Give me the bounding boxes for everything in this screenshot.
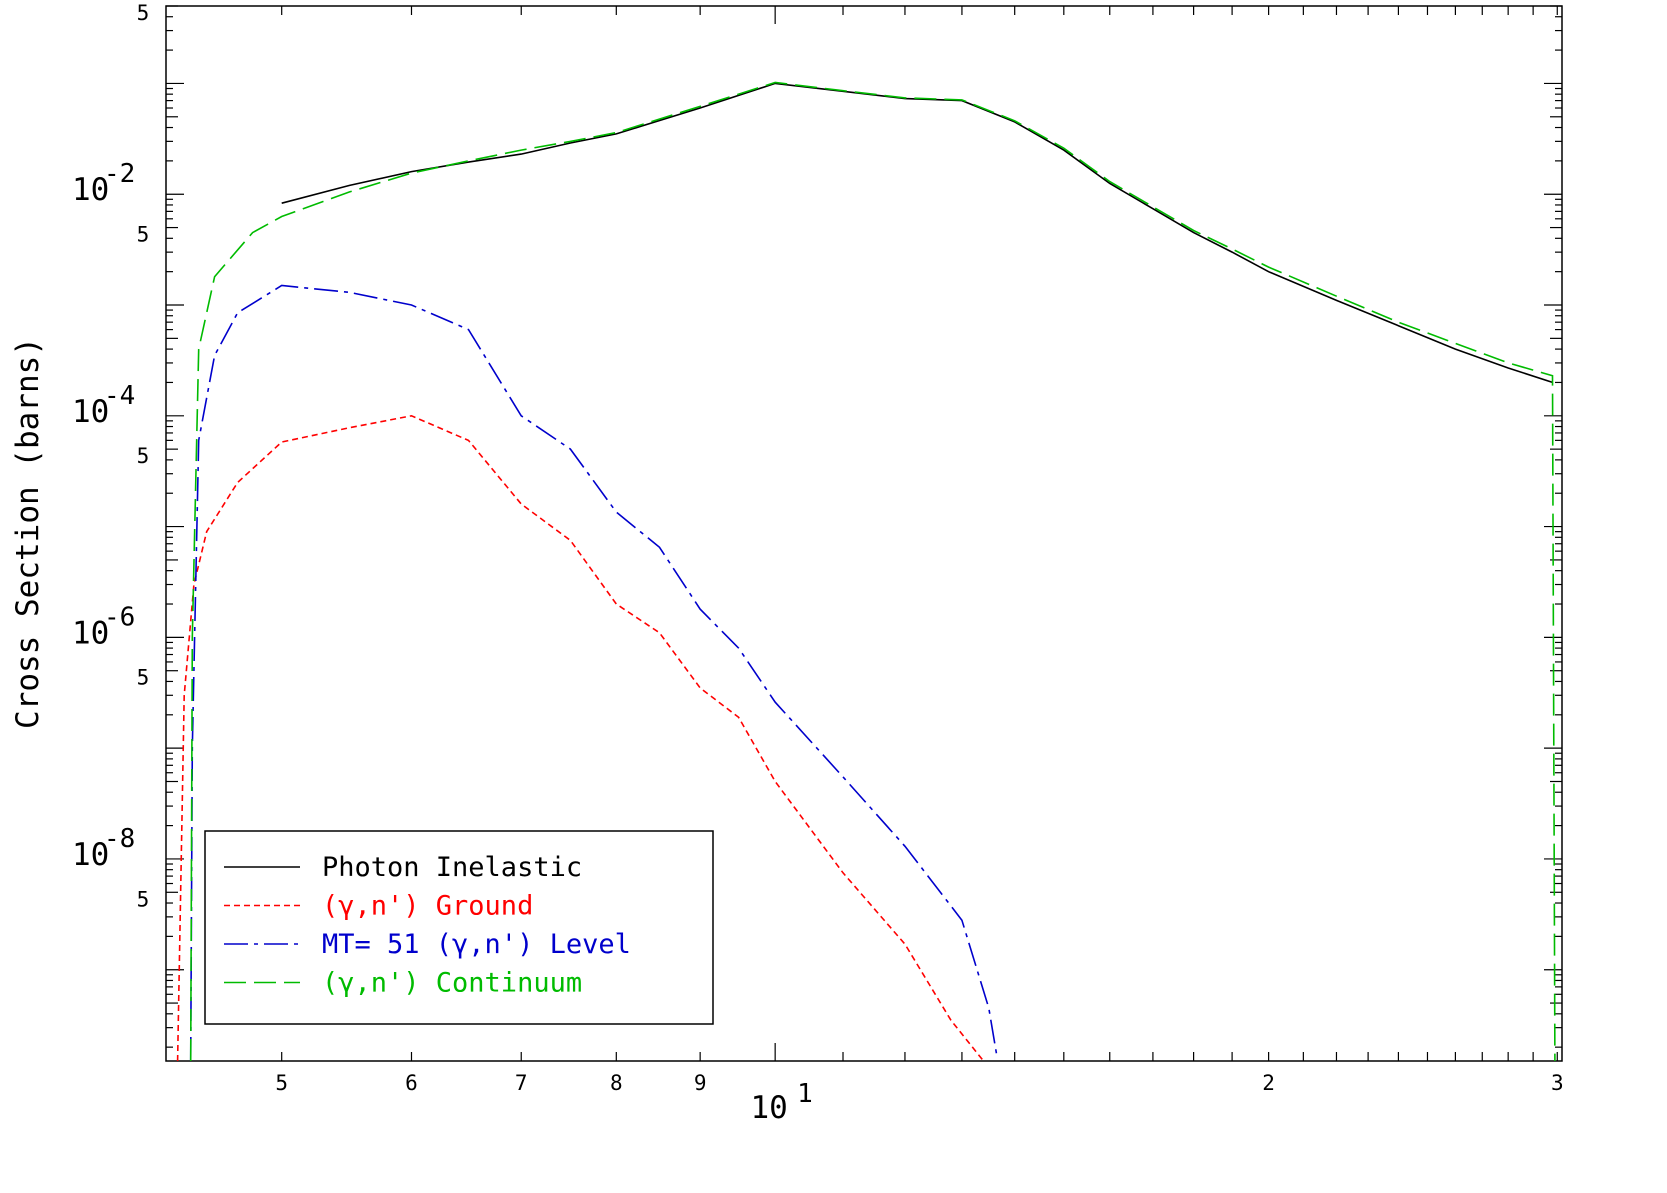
y-tick-label-1: 5 <box>137 223 150 247</box>
y-axis-title: Cross Section (barns) <box>10 337 46 729</box>
x-tick-label-5: 2 <box>1262 1071 1275 1095</box>
y-major-tick-base: 10 <box>72 615 109 651</box>
y-major-tick-base: 10 <box>72 172 109 208</box>
series-line-0 <box>281 82 1553 384</box>
legend-label-1: (γ,n') Ground <box>322 891 533 922</box>
y-major-tick-base: 10 <box>72 837 109 873</box>
y-major-tick-label-0: 10-2 <box>72 159 135 208</box>
y-major-tick-label-3: 10-8 <box>72 824 135 873</box>
x-tick-label-6: 3 <box>1551 1071 1564 1095</box>
y-major-tick-exp: -8 <box>104 824 135 854</box>
legend: Photon Inelastic (γ,n') Ground MT= 51 (γ,n… <box>204 830 714 1025</box>
x-major-tick-label-0: 10 1 <box>750 1079 812 1126</box>
y-tick-label-3: 5 <box>137 666 150 690</box>
x-major-tick-base: 10 <box>750 1090 787 1126</box>
y-major-tick-base: 10 <box>72 394 109 430</box>
y-major-tick-exp: -2 <box>104 159 135 189</box>
plot-area-frame <box>165 5 1563 1062</box>
legend-label-2: MT= 51 (γ,n') Level <box>322 929 631 960</box>
y-major-tick-exp: -6 <box>104 602 135 632</box>
y-tick-label-2: 5 <box>137 444 150 468</box>
x-tick-label-1: 6 <box>405 1071 418 1095</box>
legend-label-0: Photon Inelastic <box>322 852 582 883</box>
x-tick-label-2: 7 <box>515 1071 528 1095</box>
legend-box <box>204 830 714 1025</box>
y-tick-label-0: 5 <box>137 1 150 25</box>
y-tick-label-4: 5 <box>137 887 150 911</box>
y-major-tick-exp: -4 <box>104 381 135 411</box>
legend-label-3: (γ,n') Continuum <box>322 968 582 999</box>
series-line-3 <box>189 81 1556 1062</box>
x-tick-label-4: 9 <box>694 1071 707 1095</box>
series-layer <box>176 81 1556 1062</box>
x-tick-label-3: 8 <box>610 1071 623 1095</box>
series-line-1 <box>176 414 985 1062</box>
y-major-tick-label-2: 10-6 <box>72 602 135 651</box>
x-major-tick-exp: 1 <box>797 1079 813 1109</box>
y-major-tick-label-1: 10-4 <box>72 381 135 430</box>
series-line-2 <box>189 284 998 1062</box>
x-tick-label-0: 5 <box>275 1071 288 1095</box>
